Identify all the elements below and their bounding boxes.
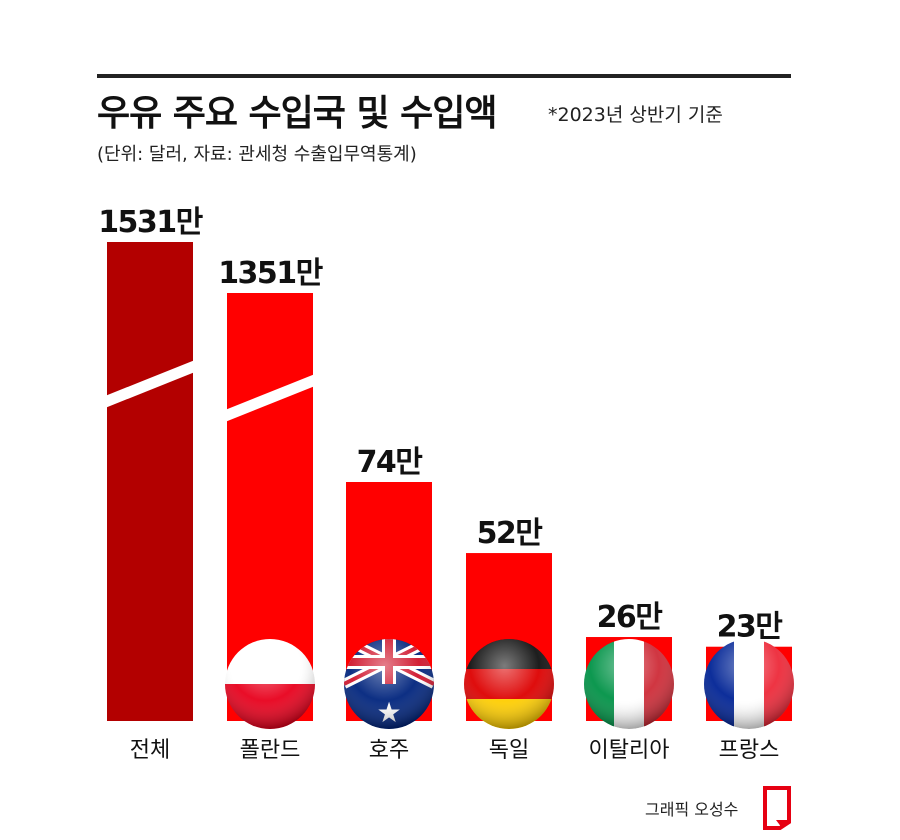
category-label-0: 전체 <box>130 738 170 763</box>
basis-note: *2023년 상반기 기준 <box>548 104 723 126</box>
graphic-credit: 그래픽 오성수 <box>645 800 739 819</box>
australia-flag-icon: ★ <box>344 639 434 729</box>
category-label-4: 이탈리아 <box>589 738 670 763</box>
category-label-3: 독일 <box>489 738 529 763</box>
category-label-2: 호주 <box>369 738 409 763</box>
italy-flag-icon <box>584 639 674 729</box>
logo-icon <box>763 786 791 830</box>
chart-title: 우유 주요 수입국 및 수입액 <box>97 93 497 134</box>
value-label-5: 23만 <box>717 610 784 645</box>
source-note: (단위: 달러, 자료: 관세청 수출입무역통계) <box>97 144 417 165</box>
category-label-1: 폴란드 <box>240 738 301 763</box>
bar-0 <box>107 242 193 721</box>
top-rule <box>97 74 791 78</box>
value-label-3: 52만 <box>477 516 544 551</box>
france-flag-icon <box>704 639 794 729</box>
axis-break-1 <box>225 374 315 422</box>
value-label-4: 26만 <box>597 600 664 635</box>
category-label-5: 프랑스 <box>719 738 780 763</box>
poland-flag-icon <box>225 639 315 729</box>
value-label-0: 1531만 <box>98 205 203 240</box>
axis-break-0 <box>105 360 195 408</box>
value-label-2: 74만 <box>357 445 424 480</box>
germany-flag-icon <box>464 639 554 729</box>
value-label-1: 1351만 <box>218 256 323 291</box>
